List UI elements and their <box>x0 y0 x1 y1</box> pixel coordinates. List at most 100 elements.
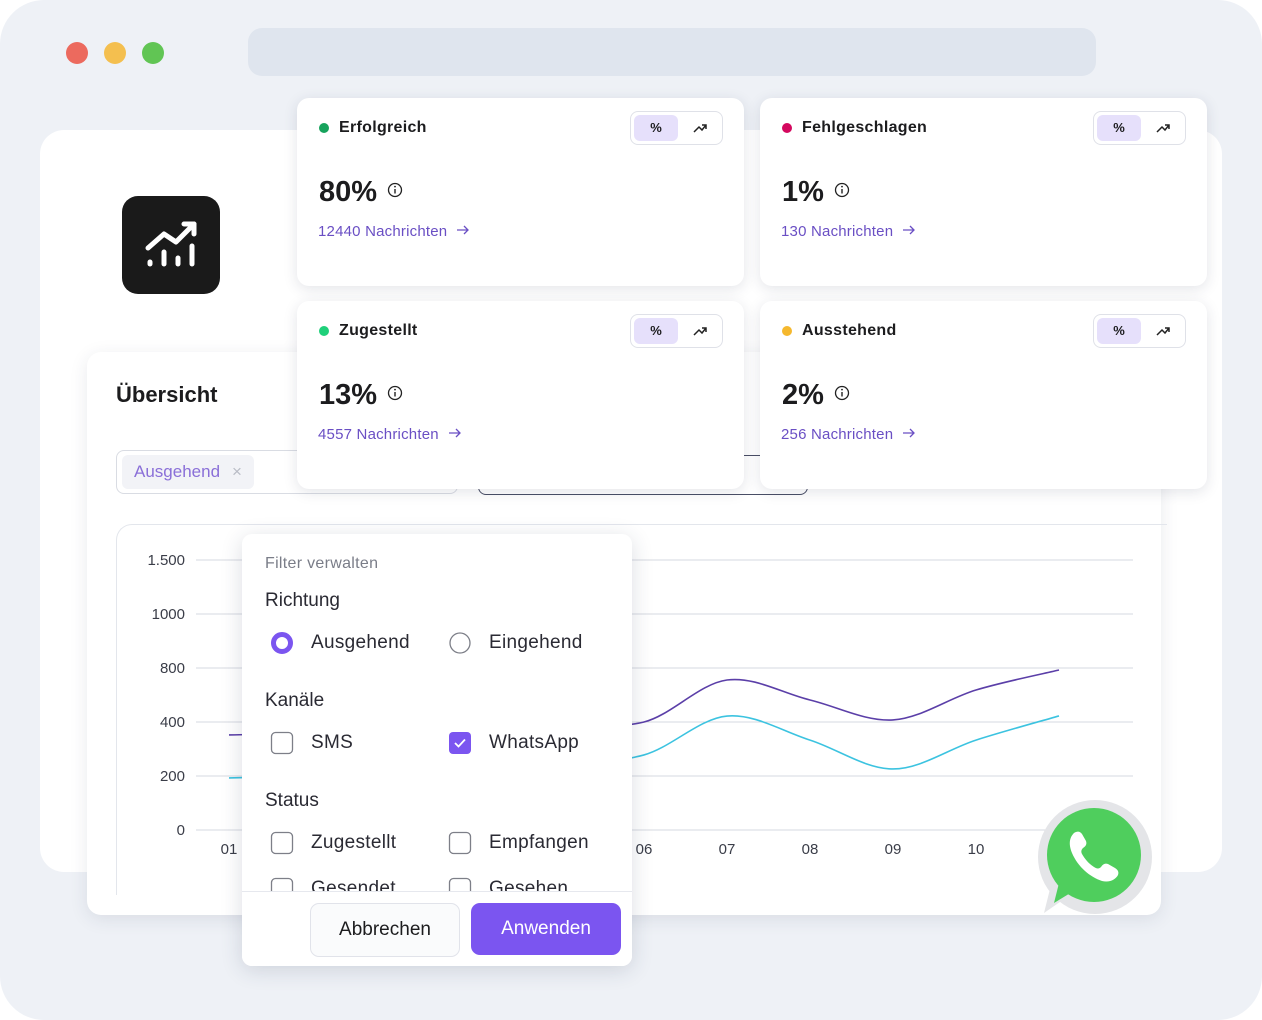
status-dot <box>782 326 792 336</box>
option-label[interactable]: WhatsApp <box>489 732 580 753</box>
checkmark <box>454 738 466 748</box>
cancel-button[interactable]: Abbrechen <box>310 903 460 957</box>
toggle-trend[interactable] <box>1153 118 1173 138</box>
y-tick-label: 800 <box>160 660 185 677</box>
y-tick-label: 1000 <box>152 606 185 623</box>
stat-card: Erfolgreich% 80% 12440 Nachrichten <box>297 98 744 286</box>
y-tick-label: 200 <box>160 768 185 785</box>
section-title: Kanäle <box>265 690 325 711</box>
checkbox[interactable] <box>448 877 472 891</box>
messages-link[interactable]: 256 Nachrichten <box>781 426 916 443</box>
messages: 4557 Nachrichten <box>318 426 439 443</box>
radio[interactable] <box>448 631 472 655</box>
info-icon <box>834 385 850 401</box>
option-label[interactable]: Gesendet <box>311 878 396 891</box>
toggle[interactable]: % <box>1093 111 1186 145</box>
info-icon <box>387 385 403 401</box>
overview-title: Übersicht <box>116 382 218 407</box>
section-title: Richtung <box>265 590 340 611</box>
info-circle <box>387 385 403 401</box>
card-label: Zugestellt <box>339 322 418 339</box>
toggle-percent[interactable]: % <box>1097 318 1141 344</box>
x-tick-label: 08 <box>802 841 819 858</box>
info-circle <box>387 182 403 198</box>
option-label[interactable]: Ausgehend <box>311 632 410 653</box>
checkbox[interactable] <box>270 831 294 855</box>
checkbox-box <box>449 732 471 754</box>
stat-card: Ausstehend% 2% 256 Nachrichten <box>760 301 1207 489</box>
checkbox[interactable] <box>448 731 472 755</box>
checkbox[interactable] <box>270 877 294 891</box>
toggle[interactable]: % <box>630 111 723 145</box>
info-circle <box>834 182 850 198</box>
toggle[interactable]: % <box>1093 314 1186 348</box>
checkbox[interactable] <box>270 731 294 755</box>
chip[interactable]: Ausgehend × <box>122 455 254 489</box>
percent: 13% <box>319 379 378 411</box>
filter-footer: Abbrechen Anwenden <box>242 891 632 966</box>
info-dot <box>394 388 396 391</box>
arrow <box>448 428 461 438</box>
toggle-percent[interactable]: % <box>634 115 678 141</box>
radio-ring <box>449 632 471 654</box>
messages-link[interactable]: 12440 Nachrichten <box>318 223 470 240</box>
checkbox-box <box>448 877 472 891</box>
x-tick-label: 06 <box>636 841 653 858</box>
toggle-trend[interactable] <box>1153 321 1173 341</box>
option-label[interactable]: Gesehen <box>489 878 569 891</box>
percent: 80% <box>319 176 378 208</box>
option-label[interactable]: Eingehend <box>489 632 583 653</box>
messages: 130 Nachrichten <box>781 223 894 240</box>
section-title: Status <box>265 790 319 811</box>
radio-ring <box>271 632 293 654</box>
arrow <box>903 428 916 438</box>
checkbox[interactable] <box>448 831 472 855</box>
info-dot <box>841 185 843 188</box>
checkbox-box <box>270 731 294 755</box>
option-label[interactable]: Empfangen <box>489 832 589 853</box>
messages: 256 Nachrichten <box>781 426 894 443</box>
info-icon <box>834 182 850 198</box>
status-dot <box>319 326 329 336</box>
stat-card: Zugestellt% 13% 4557 Nachrichten <box>297 301 744 489</box>
x-tick-label: 09 <box>885 841 902 858</box>
address-bar[interactable] <box>248 28 1096 76</box>
minimize-dot[interactable] <box>104 42 126 64</box>
chart-box <box>116 524 1167 895</box>
toggle-trend[interactable] <box>690 118 710 138</box>
radio[interactable] <box>270 631 294 655</box>
card-label: Erfolgreich <box>339 119 427 136</box>
maximize-dot[interactable] <box>142 42 164 64</box>
y-tick-label: 400 <box>160 714 185 731</box>
messages: 12440 Nachrichten <box>318 223 448 240</box>
toggle-trend[interactable] <box>690 321 710 341</box>
card-value: 80% <box>319 176 404 209</box>
close-dot[interactable] <box>66 42 88 64</box>
toggle[interactable]: % <box>630 314 723 348</box>
checkbox-box <box>270 831 294 855</box>
toggle-percent[interactable]: % <box>634 318 678 344</box>
apply-button[interactable]: Anwenden <box>471 903 621 955</box>
info-dot <box>841 388 843 391</box>
option-label[interactable]: SMS <box>311 732 354 753</box>
trend-icon <box>693 124 707 133</box>
toggle-percent[interactable]: % <box>1097 115 1141 141</box>
arrow-icon <box>448 428 461 438</box>
chip-remove[interactable]: × <box>232 462 242 481</box>
x-tick-label: 10 <box>968 841 985 858</box>
stat-card: Fehlgeschlagen% 1% 130 Nachrichten <box>760 98 1207 286</box>
y-tick-label: 0 <box>177 822 185 839</box>
messages-link[interactable]: 130 Nachrichten <box>781 223 916 240</box>
info-dot <box>394 185 396 188</box>
percent: 2% <box>782 379 824 411</box>
info-icon <box>387 182 403 198</box>
card-value: 1% <box>782 176 851 209</box>
messages-link[interactable]: 4557 Nachrichten <box>318 426 462 443</box>
arrow-icon <box>903 225 916 235</box>
arrow <box>457 225 470 235</box>
app-icon <box>122 196 220 294</box>
x-tick-label: 07 <box>719 841 736 858</box>
arrow <box>903 225 916 235</box>
option-label[interactable]: Zugestellt <box>311 832 397 853</box>
